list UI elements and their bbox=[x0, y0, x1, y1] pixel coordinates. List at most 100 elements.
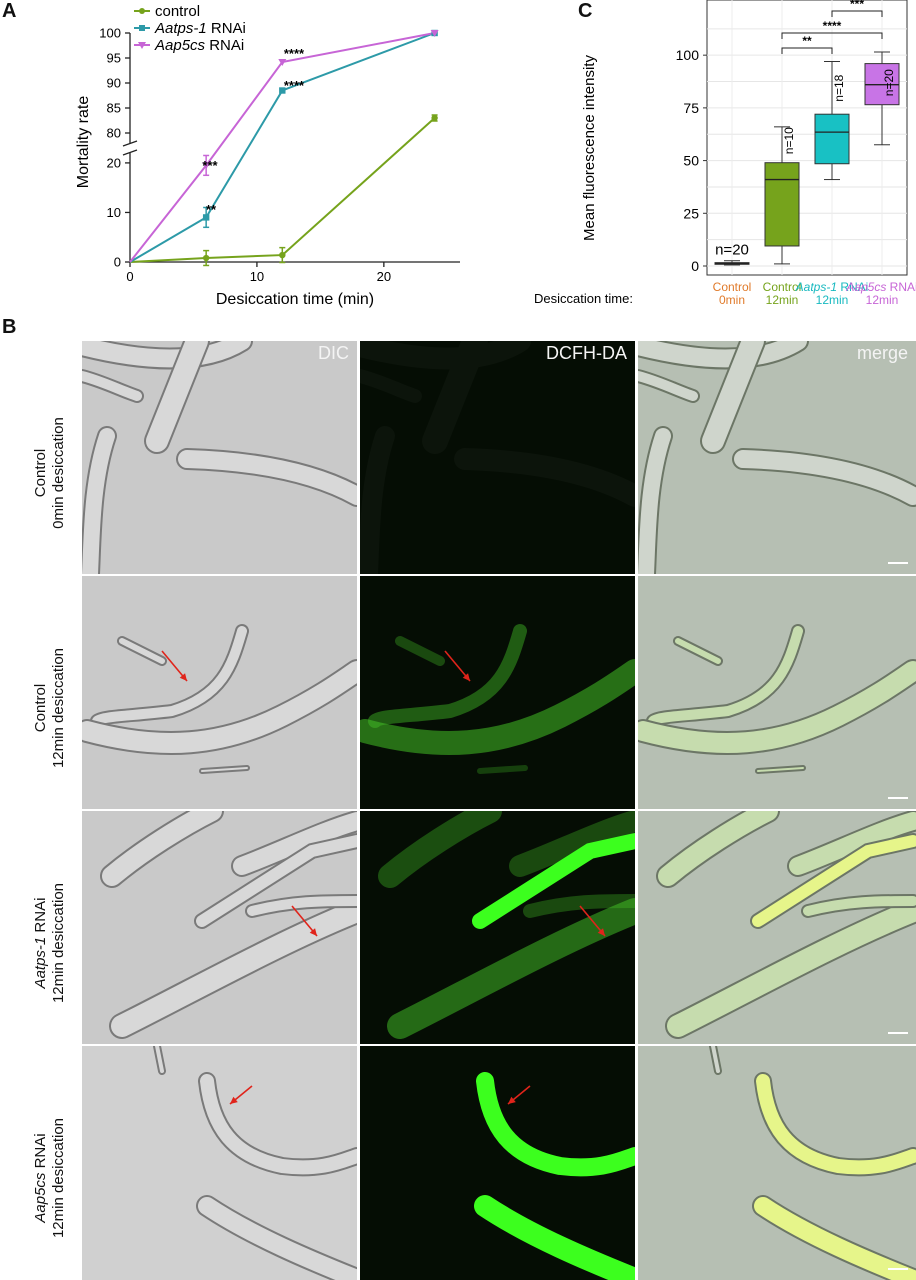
legend-ap5cs: Aap5cs RNAi bbox=[154, 37, 244, 54]
panel-a-letter: A bbox=[2, 0, 17, 22]
worm-body bbox=[638, 371, 698, 401]
x-label-line2: 0min bbox=[719, 293, 745, 307]
worm-fluorescence bbox=[523, 894, 635, 918]
worm-body bbox=[803, 896, 916, 916]
micrograph-drawing bbox=[82, 624, 357, 774]
row-label-atps-12min: Aatps-1 RNAi 12min desiccation bbox=[32, 863, 68, 1023]
y-tick-label: 100 bbox=[676, 47, 700, 63]
worm-body bbox=[119, 638, 165, 664]
legend-atps-italic: Aatps-1 bbox=[154, 20, 207, 37]
n-label: n=10 bbox=[782, 127, 796, 154]
row-label-control-0min: Control 0min desiccation bbox=[32, 393, 68, 553]
y-tick-label: 90 bbox=[107, 76, 121, 91]
micrograph-drawing bbox=[100, 811, 357, 1039]
y-axis-label: Mean fluorescence intensity bbox=[581, 55, 598, 241]
micrograph-fluo-row2 bbox=[360, 811, 635, 1044]
row-label-line2: 12min desiccation bbox=[50, 882, 67, 1004]
plot-area bbox=[706, 0, 908, 276]
micrograph-dic-row0: DIC bbox=[82, 341, 357, 574]
worm-fluorescence bbox=[472, 833, 635, 929]
scale-bar bbox=[888, 562, 908, 564]
worm-fluorescence bbox=[360, 659, 635, 755]
worm-body bbox=[752, 835, 916, 927]
legend-marker-ap5cs bbox=[138, 42, 146, 49]
x-label-line1: Control bbox=[763, 280, 802, 294]
worm-outline bbox=[754, 1072, 916, 1177]
annotation-atps-6: ** bbox=[206, 202, 217, 217]
worm-body bbox=[196, 835, 357, 927]
legend-atps-rest: RNAi bbox=[207, 20, 246, 37]
worm-body bbox=[658, 811, 778, 886]
worm-body bbox=[734, 450, 916, 505]
micrograph-merge-row0: merge bbox=[638, 341, 916, 574]
legend-marker-control bbox=[139, 8, 145, 14]
worm-body bbox=[789, 812, 916, 875]
box-body bbox=[814, 113, 850, 165]
x-axis-label: Desiccation time (min) bbox=[216, 291, 374, 308]
micrograph-drawing bbox=[638, 624, 916, 774]
scale-bar bbox=[888, 1032, 908, 1034]
micrograph-dic-row3 bbox=[82, 1046, 357, 1280]
channel-label-fluo: DCFH-DA bbox=[546, 343, 627, 363]
worm-body bbox=[82, 661, 357, 753]
legend-atps: Aatps-1 RNAi bbox=[154, 20, 246, 37]
worm-body bbox=[711, 1046, 720, 1073]
row-label-line1: Control bbox=[32, 683, 49, 733]
worm-body bbox=[200, 1074, 357, 1175]
worm-body bbox=[247, 896, 357, 916]
n-label: n=18 bbox=[832, 74, 846, 101]
y-tick-label: 25 bbox=[683, 205, 699, 221]
worm-body bbox=[155, 1046, 164, 1073]
scale-bar bbox=[888, 797, 908, 799]
bracket-label: **** bbox=[823, 19, 842, 33]
legend-marker-atps bbox=[139, 25, 145, 31]
significance-bracket: *** bbox=[831, 0, 883, 17]
worm-fluorescence bbox=[360, 426, 395, 574]
micrograph-merge-row1 bbox=[638, 576, 916, 809]
micrograph-drawing bbox=[82, 341, 357, 574]
box-body bbox=[764, 162, 800, 247]
row-label-rest: RNAi bbox=[32, 897, 49, 937]
micrograph-drawing bbox=[360, 624, 635, 774]
n-label: n=20 bbox=[715, 242, 749, 259]
worm-fluorescence bbox=[395, 636, 445, 666]
x-tick-label: 0 bbox=[126, 269, 133, 284]
worm-outline bbox=[198, 1072, 357, 1177]
red-arrow-head bbox=[230, 1096, 238, 1104]
red-arrow-head bbox=[462, 673, 470, 681]
worm-fluorescence bbox=[368, 624, 527, 728]
worm-fluorescence bbox=[474, 1195, 635, 1280]
worm-body bbox=[638, 341, 807, 368]
annotation-ap5cs-12: **** bbox=[284, 46, 305, 61]
worm-fluorescence bbox=[387, 898, 635, 1039]
worm-fluorescence bbox=[509, 811, 635, 877]
worm-body bbox=[638, 428, 671, 574]
x-label-line1: Aatps-1 RNAi bbox=[795, 280, 869, 294]
worm-fluorescence bbox=[422, 341, 488, 454]
micrograph-drawing bbox=[82, 1046, 357, 1280]
legend-ap5cs-rest: RNAi bbox=[205, 37, 244, 54]
x-label-line1: Aap5cs RNAi bbox=[845, 280, 916, 294]
micrograph-dic-row2 bbox=[82, 811, 357, 1044]
y-tick-label: 75 bbox=[683, 100, 699, 116]
row-label-line1: Aatps-1 RNAi bbox=[32, 863, 50, 1023]
worm-body bbox=[638, 661, 916, 753]
red-arrow-head bbox=[597, 928, 605, 936]
y-tick-label: 20 bbox=[107, 155, 121, 170]
row-label-italic: Aatps-1 bbox=[32, 936, 49, 989]
worm-body bbox=[82, 341, 251, 368]
micrograph-dic-row1 bbox=[82, 576, 357, 809]
worm-body bbox=[233, 812, 357, 875]
row-label-line1: Aap5cs RNAi bbox=[32, 1098, 50, 1258]
worm-body bbox=[667, 900, 916, 1037]
bracket-line bbox=[831, 10, 883, 17]
data-point bbox=[430, 30, 439, 37]
y-tick-label: 100 bbox=[99, 26, 121, 41]
series-line-2 bbox=[129, 32, 435, 263]
bracket-label: ** bbox=[802, 34, 812, 48]
y-axis-label: Mortality rate bbox=[75, 96, 92, 189]
legend-control: control bbox=[155, 3, 200, 20]
